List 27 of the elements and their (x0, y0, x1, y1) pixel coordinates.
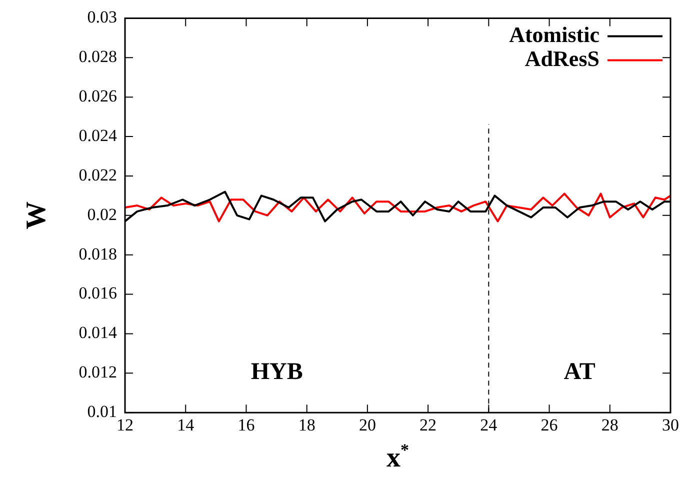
y-tick-label: 0.02 (87, 204, 117, 224)
y-tick-label: 0.03 (87, 8, 117, 27)
y-tick-label: 0.024 (78, 126, 118, 145)
x-tick-label: 12 (116, 415, 134, 434)
annotation: AT (564, 358, 596, 385)
y-tick-label: 0.016 (78, 284, 117, 303)
y-axis-title: W (21, 201, 52, 230)
y-tick-label: 0.012 (78, 362, 117, 382)
x-tick-label: 28 (601, 415, 618, 434)
x-tick-label: 24 (480, 415, 498, 434)
legend-label: AdResS (524, 46, 600, 71)
x-tick-label: 20 (358, 415, 376, 434)
legend-label: Atomistic (509, 22, 600, 47)
y-tick-label: 0.01 (87, 402, 117, 422)
x-tick-label: 18 (298, 415, 316, 434)
x-tick-label: 30 (662, 415, 679, 434)
x-tick-label: 22 (420, 415, 437, 434)
y-tick-label: 0.018 (78, 244, 117, 264)
annotation: HYB (250, 358, 303, 385)
x-tick-label: 16 (238, 415, 255, 434)
y-tick-label: 0.022 (78, 165, 117, 184)
x-axis-title: x* (386, 440, 409, 474)
y-tick-label: 0.014 (78, 323, 118, 342)
x-tick-label: 26 (540, 415, 558, 434)
y-tick-label: 0.026 (78, 86, 117, 106)
x-tick-label: 14 (177, 415, 195, 434)
y-tick-label: 0.028 (78, 47, 117, 66)
